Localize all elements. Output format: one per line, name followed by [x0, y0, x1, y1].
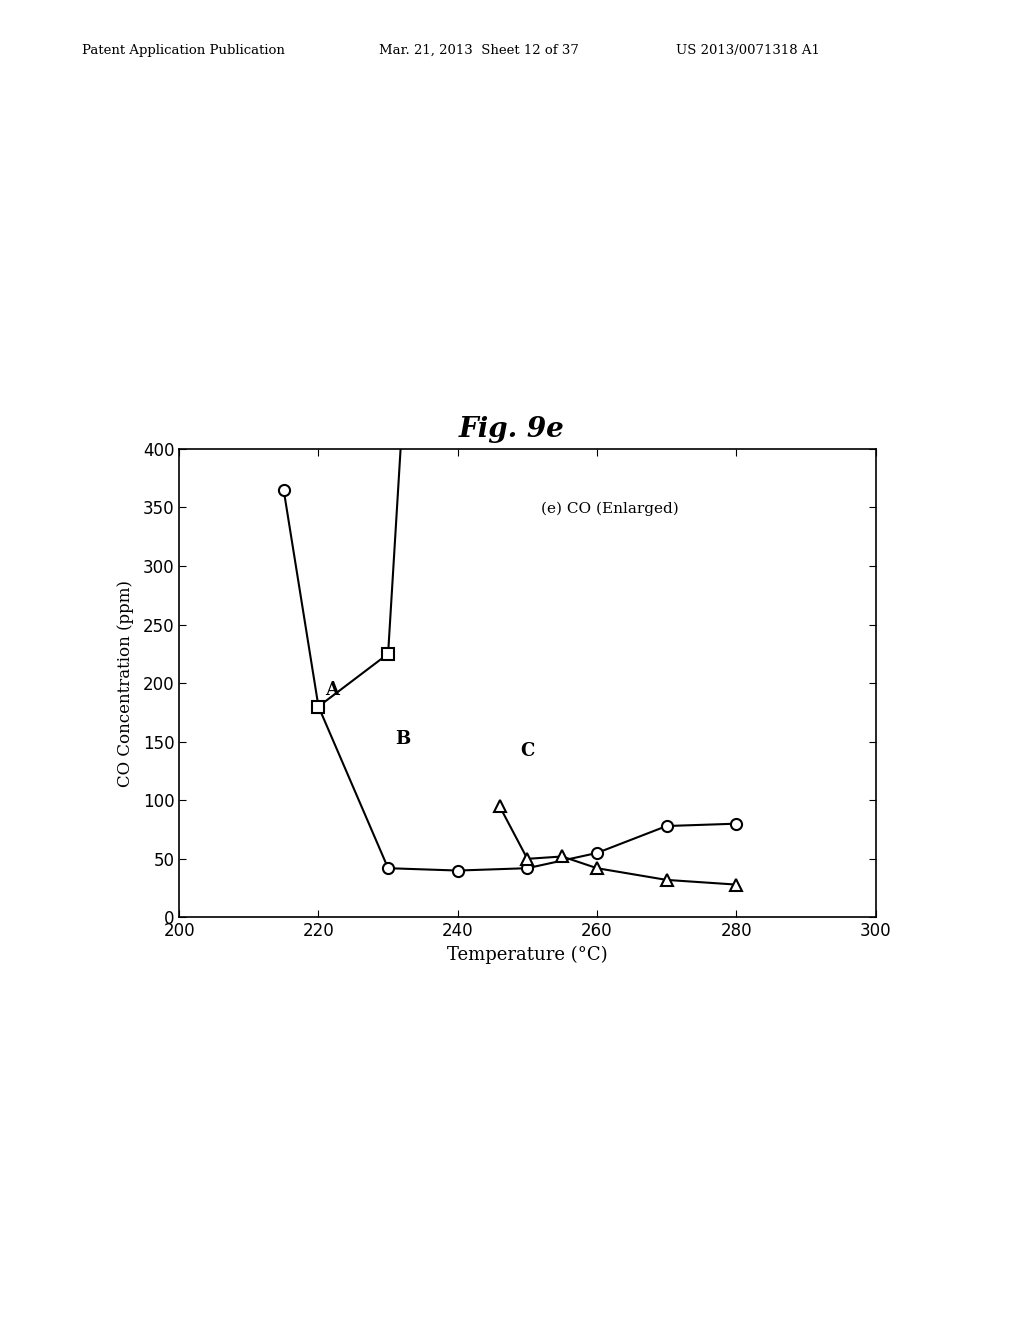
Text: (e) CO (Enlarged): (e) CO (Enlarged) — [542, 502, 679, 516]
Text: Patent Application Publication: Patent Application Publication — [82, 44, 285, 57]
Text: Fig. 9e: Fig. 9e — [459, 416, 565, 442]
Text: A: A — [326, 681, 339, 698]
Y-axis label: CO Concentration (ppm): CO Concentration (ppm) — [118, 579, 134, 787]
Text: C: C — [520, 742, 535, 760]
X-axis label: Temperature (°C): Temperature (°C) — [447, 946, 607, 964]
Text: B: B — [395, 730, 411, 748]
Text: Mar. 21, 2013  Sheet 12 of 37: Mar. 21, 2013 Sheet 12 of 37 — [379, 44, 579, 57]
Text: US 2013/0071318 A1: US 2013/0071318 A1 — [676, 44, 820, 57]
